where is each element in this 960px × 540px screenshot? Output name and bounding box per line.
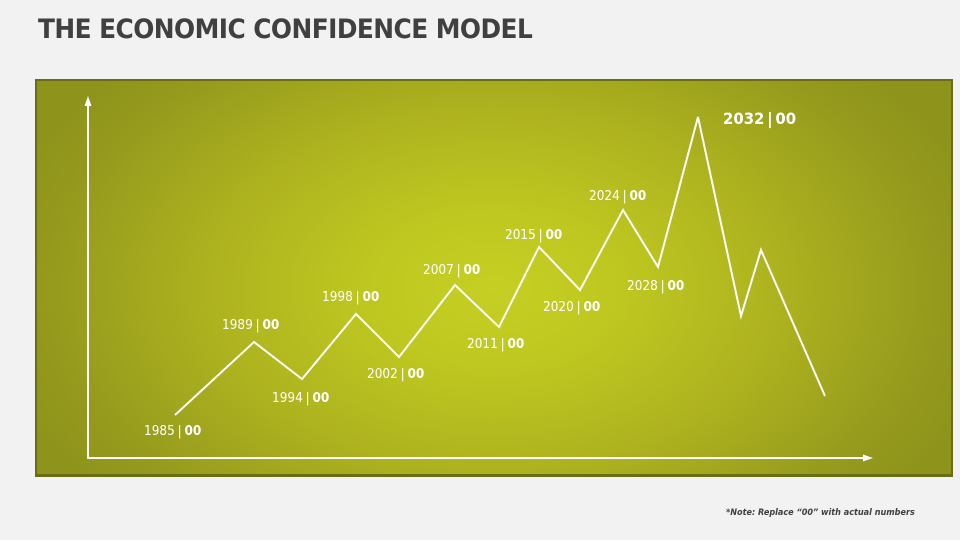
- point-label-2002: 2002 | 00: [367, 367, 425, 382]
- point-label-2032: 2032 | 00: [723, 109, 797, 128]
- point-label-2020: 2020 | 00: [543, 300, 601, 315]
- point-label-1998: 1998 | 00: [322, 290, 380, 305]
- point-label-2015: 2015 | 00: [505, 228, 563, 243]
- point-label-2007: 2007 | 00: [423, 263, 481, 278]
- footnote: *Note: Replace “00” with actual numbers: [726, 508, 915, 518]
- point-label-1994: 1994 | 00: [272, 391, 330, 406]
- y-axis-arrow-icon: [84, 96, 92, 106]
- point-label-2011: 2011 | 00: [467, 337, 525, 352]
- point-label-1989: 1989 | 00: [222, 318, 280, 333]
- slide-title: THE ECONOMIC CONFIDENCE MODEL: [38, 14, 533, 45]
- confidence-line: [174, 116, 826, 416]
- x-axis-arrow-icon: [863, 454, 873, 462]
- point-label-1985: 1985 | 00: [144, 424, 202, 439]
- point-label-2028: 2028 | 00: [627, 279, 685, 294]
- point-label-2024: 2024 | 00: [589, 189, 647, 204]
- chart-panel: [35, 79, 953, 477]
